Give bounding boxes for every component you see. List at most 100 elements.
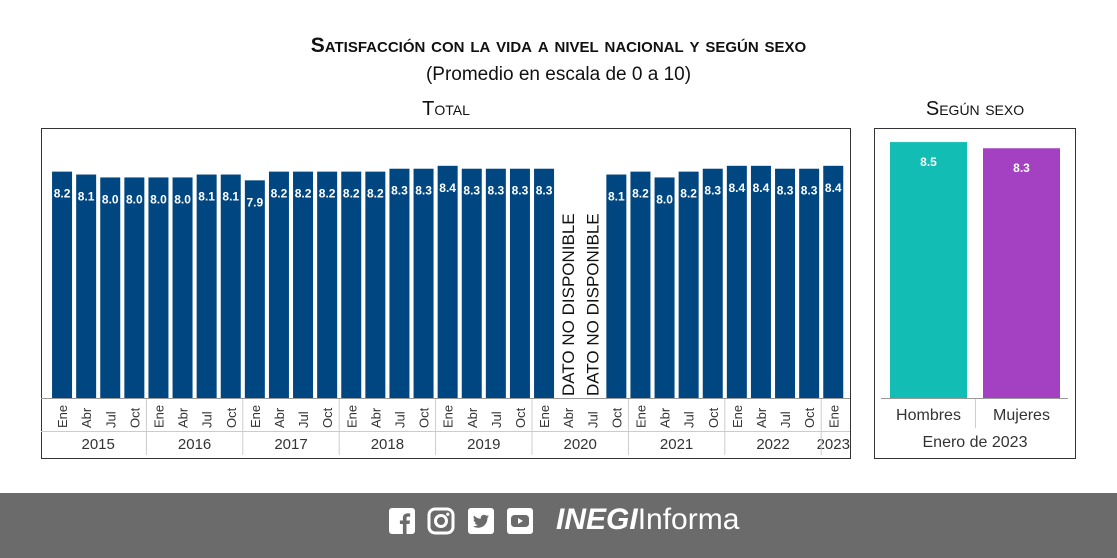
- year-tick-label: 2016: [178, 436, 211, 453]
- sexo-bar-value-label: 8.5: [920, 155, 937, 169]
- total-bar: [534, 168, 555, 398]
- month-tick-label: Oct: [224, 407, 239, 428]
- total-bar: [220, 174, 241, 398]
- year-tick-label: 2018: [371, 436, 404, 453]
- month-tick-label: Jul: [103, 411, 118, 428]
- total-panel-frame: [41, 128, 851, 459]
- total-bar: [461, 168, 482, 398]
- month-tick-label: Oct: [127, 407, 142, 428]
- total-bar: [148, 177, 169, 398]
- chart-subtitle: (Promedio en escala de 0 a 10): [425, 64, 692, 85]
- month-tick-label: Oct: [320, 407, 335, 428]
- total-bar: [750, 165, 771, 398]
- year-tick-label: 2021: [660, 436, 693, 453]
- sexo-bar: [890, 142, 967, 398]
- total-bar: [124, 177, 145, 398]
- month-tick-label: Ene: [151, 405, 166, 428]
- total-bar: [196, 174, 217, 398]
- total-bar-value-label: 8.1: [222, 190, 239, 204]
- twitter-icon[interactable]: [467, 507, 495, 535]
- month-tick-label: Abr: [79, 407, 94, 428]
- total-bar: [365, 171, 386, 398]
- month-tick-label: Jul: [296, 411, 311, 428]
- total-bar-value-label: 8.0: [150, 192, 167, 206]
- sexo-panel-frame: [874, 128, 1076, 459]
- sexo-bar-value-label: 8.3: [1013, 161, 1030, 175]
- total-bar-value-label: 8.3: [463, 184, 480, 198]
- inegi-informa-logo: INEGIInforma: [556, 503, 739, 537]
- total-bar: [630, 171, 651, 398]
- total-bar-value-label: 8.1: [608, 190, 625, 204]
- month-tick-label: Ene: [344, 405, 359, 428]
- month-tick-label: Oct: [609, 407, 624, 428]
- total-bar-value-label: 8.4: [729, 181, 746, 195]
- sexo-panel-title: Según sexo: [925, 98, 1025, 120]
- total-bar-value-label: 7.9: [247, 195, 264, 209]
- total-bar: [76, 174, 97, 398]
- month-tick-label: Jul: [682, 411, 697, 428]
- brand-informa: Informa: [637, 503, 740, 536]
- total-bar-value-label: 8.3: [777, 184, 794, 198]
- total-bar-value-label: 8.4: [439, 181, 456, 195]
- total-bar-value-label: 8.4: [825, 181, 842, 195]
- month-tick-label: Abr: [465, 407, 480, 428]
- total-bar-value-label: 8.2: [295, 187, 312, 201]
- total-bar-value-label: 8.2: [343, 187, 360, 201]
- month-tick-label: Ene: [730, 405, 745, 428]
- total-bar-value-label: 8.3: [512, 184, 529, 198]
- total-bar: [389, 168, 410, 398]
- total-bar-value-label: 8.0: [102, 192, 119, 206]
- footer-bar: INEGIInforma: [0, 493, 1117, 558]
- total-bar: [100, 177, 121, 398]
- instagram-icon[interactable]: [427, 507, 455, 535]
- total-bar-value-label: 8.3: [391, 184, 408, 198]
- total-bar: [606, 174, 627, 398]
- year-tick-label: 2019: [467, 436, 500, 453]
- total-bar: [702, 168, 723, 398]
- chart-title: Satisfacción con la vida a nivel naciona…: [310, 34, 807, 57]
- total-bar: [485, 168, 506, 398]
- total-bar: [509, 168, 530, 398]
- month-tick-label: Jul: [489, 411, 504, 428]
- total-bar-value-label: 8.3: [415, 184, 432, 198]
- youtube-icon[interactable]: [506, 507, 534, 535]
- total-bar-value-label: 8.2: [367, 187, 384, 201]
- month-tick-label: Jul: [392, 411, 407, 428]
- month-tick-label: Abr: [176, 407, 191, 428]
- total-bar: [775, 168, 796, 398]
- month-tick-label: Ene: [441, 405, 456, 428]
- total-bar-value-label: 8.2: [680, 187, 697, 201]
- sexo-category-label: Hombres: [896, 407, 961, 424]
- sexo-period-label: Enero de 2023: [923, 434, 1028, 451]
- year-tick-label: 2015: [82, 436, 115, 453]
- unavailable-label: DATO NO DISPONIBLE: [559, 213, 578, 396]
- total-bar-value-label: 8.2: [319, 187, 336, 201]
- month-tick-label: Abr: [272, 407, 287, 428]
- total-bar: [52, 171, 73, 398]
- facebook-icon[interactable]: [388, 507, 416, 535]
- sexo-category-label: Mujeres: [993, 407, 1050, 424]
- month-tick-label: Abr: [658, 407, 673, 428]
- unavailable-label: DATO NO DISPONIBLE: [583, 213, 602, 396]
- total-bar-value-label: 8.3: [488, 184, 505, 198]
- sexo-chart: 8.5 Hombres 8.3 Mujeres Enero de 2023: [874, 128, 1076, 459]
- month-tick-label: Ene: [537, 405, 552, 428]
- total-bar-value-label: 8.3: [801, 184, 818, 198]
- month-tick-label: Ene: [55, 405, 70, 428]
- total-bar: [413, 168, 434, 398]
- total-bar: [799, 168, 820, 398]
- month-tick-label: Oct: [802, 407, 817, 428]
- month-tick-label: Ene: [826, 405, 841, 428]
- total-bar-value-label: 8.0: [126, 192, 143, 206]
- year-tick-label: 2023: [817, 436, 850, 453]
- month-tick-label: Jul: [778, 411, 793, 428]
- month-tick-label: Jul: [585, 411, 600, 428]
- total-bar: [341, 171, 362, 398]
- year-tick-label: 2020: [564, 436, 597, 453]
- month-tick-label: Oct: [513, 407, 528, 428]
- year-tick-label: 2022: [756, 436, 789, 453]
- sexo-bar: [983, 148, 1060, 398]
- total-bar-value-label: 8.2: [271, 187, 288, 201]
- month-tick-label: Jul: [200, 411, 215, 428]
- total-bar-value-label: 8.2: [54, 187, 71, 201]
